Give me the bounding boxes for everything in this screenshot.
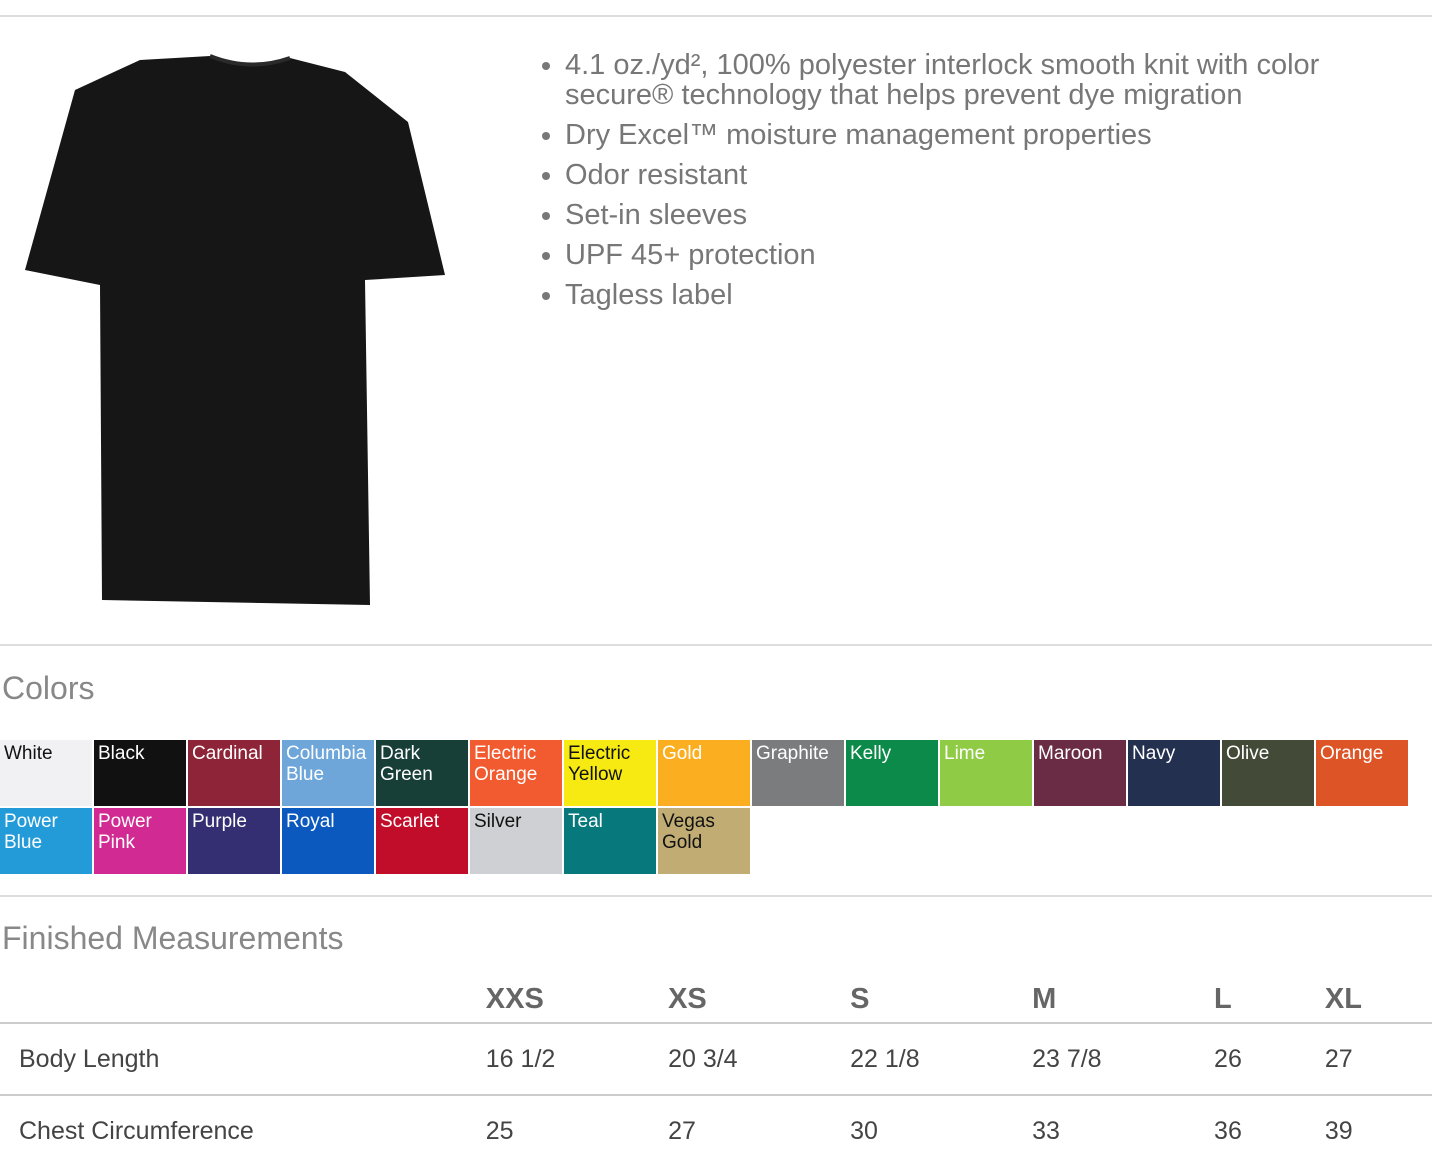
color-swatch[interactable]: Power Pink bbox=[94, 808, 186, 874]
color-swatch[interactable]: Columbia Blue bbox=[282, 740, 374, 806]
color-swatch[interactable]: Royal bbox=[282, 808, 374, 874]
divider bbox=[0, 895, 1432, 897]
table-row: Chest Circumference 25 27 30 33 36 39 bbox=[0, 1095, 1432, 1166]
color-swatch[interactable]: White bbox=[0, 740, 92, 806]
size-header: S bbox=[849, 965, 1032, 1024]
measurement-value: 39 bbox=[1324, 1116, 1353, 1145]
measurement-value: 23 7/8 bbox=[1031, 1023, 1214, 1096]
color-swatch[interactable]: Kelly bbox=[846, 740, 938, 806]
size-header: M bbox=[1031, 965, 1214, 1024]
measurement-value: 27 bbox=[668, 1116, 696, 1145]
product-image bbox=[25, 54, 445, 605]
divider bbox=[0, 644, 1432, 646]
color-swatch[interactable]: Orange bbox=[1316, 740, 1408, 806]
feature-item: UPF 45+ protection bbox=[565, 240, 1325, 270]
measurement-value: 27 bbox=[1323, 1023, 1432, 1096]
color-swatch[interactable]: Maroon bbox=[1034, 740, 1126, 806]
size-header: XL bbox=[1323, 965, 1432, 1024]
size-header: XXS bbox=[484, 965, 668, 1024]
measurement-value: 36 bbox=[1214, 1116, 1242, 1145]
color-swatches: White Black Cardinal Columbia Blue Dark Gree… bbox=[0, 740, 1420, 874]
color-swatch[interactable]: Power Blue bbox=[0, 808, 92, 874]
color-swatch[interactable]: Electric Yellow bbox=[564, 740, 656, 806]
measurement-value: 16 1/2 bbox=[484, 1023, 668, 1096]
color-swatch[interactable]: Purple bbox=[188, 808, 280, 874]
feature-item: Dry Excel™ moisture management propertie… bbox=[565, 120, 1325, 150]
measurement-value: 20 3/4 bbox=[667, 1023, 850, 1096]
feature-item: Set-in sleeves bbox=[565, 200, 1325, 230]
measurement-value: 30 bbox=[850, 1116, 878, 1145]
color-swatch[interactable]: Teal bbox=[564, 808, 656, 874]
divider bbox=[0, 15, 1432, 17]
color-swatch[interactable]: Dark Green bbox=[376, 740, 468, 806]
table-row: Body Length 16 1/2 20 3/4 22 1/8 23 7/8 26 27 bbox=[0, 1023, 1432, 1096]
size-header: L bbox=[1213, 965, 1324, 1024]
measurements-table: XXS XS S M L XL Body Length 16 1/2 20 3/4 22 1/8… bbox=[0, 965, 1432, 1166]
color-swatch[interactable]: Graphite bbox=[752, 740, 844, 806]
measurements-heading: Finished Measurements bbox=[2, 920, 344, 956]
color-swatch[interactable]: Navy bbox=[1128, 740, 1220, 806]
color-swatch[interactable]: Black bbox=[94, 740, 186, 806]
feature-item: Odor resistant bbox=[565, 160, 1325, 190]
color-swatch[interactable]: Olive bbox=[1222, 740, 1314, 806]
row-label: Chest Circumference bbox=[19, 1116, 254, 1145]
feature-item: 4.1 oz./yd², 100% polyester interlock sm… bbox=[565, 50, 1325, 110]
measurement-value: 22 1/8 bbox=[849, 1023, 1032, 1096]
color-swatch[interactable]: Silver bbox=[470, 808, 562, 874]
feature-list: 4.1 oz./yd², 100% polyester interlock sm… bbox=[535, 50, 1325, 320]
feature-item: Tagless label bbox=[565, 280, 1325, 310]
measurement-value: 26 bbox=[1213, 1023, 1324, 1096]
color-swatch[interactable]: Vegas Gold bbox=[658, 808, 750, 874]
measurement-value: 25 bbox=[485, 1116, 514, 1145]
colors-heading: Colors bbox=[2, 670, 95, 706]
row-label: Body Length bbox=[0, 1023, 485, 1096]
color-swatch[interactable]: Electric Orange bbox=[470, 740, 562, 806]
measurement-value: 33 bbox=[1032, 1116, 1060, 1145]
color-swatch[interactable]: Cardinal bbox=[188, 740, 280, 806]
color-swatch[interactable]: Gold bbox=[658, 740, 750, 806]
color-swatch[interactable]: Scarlet bbox=[376, 808, 468, 874]
size-header: XS bbox=[667, 965, 850, 1024]
color-swatch[interactable]: Lime bbox=[940, 740, 1032, 806]
